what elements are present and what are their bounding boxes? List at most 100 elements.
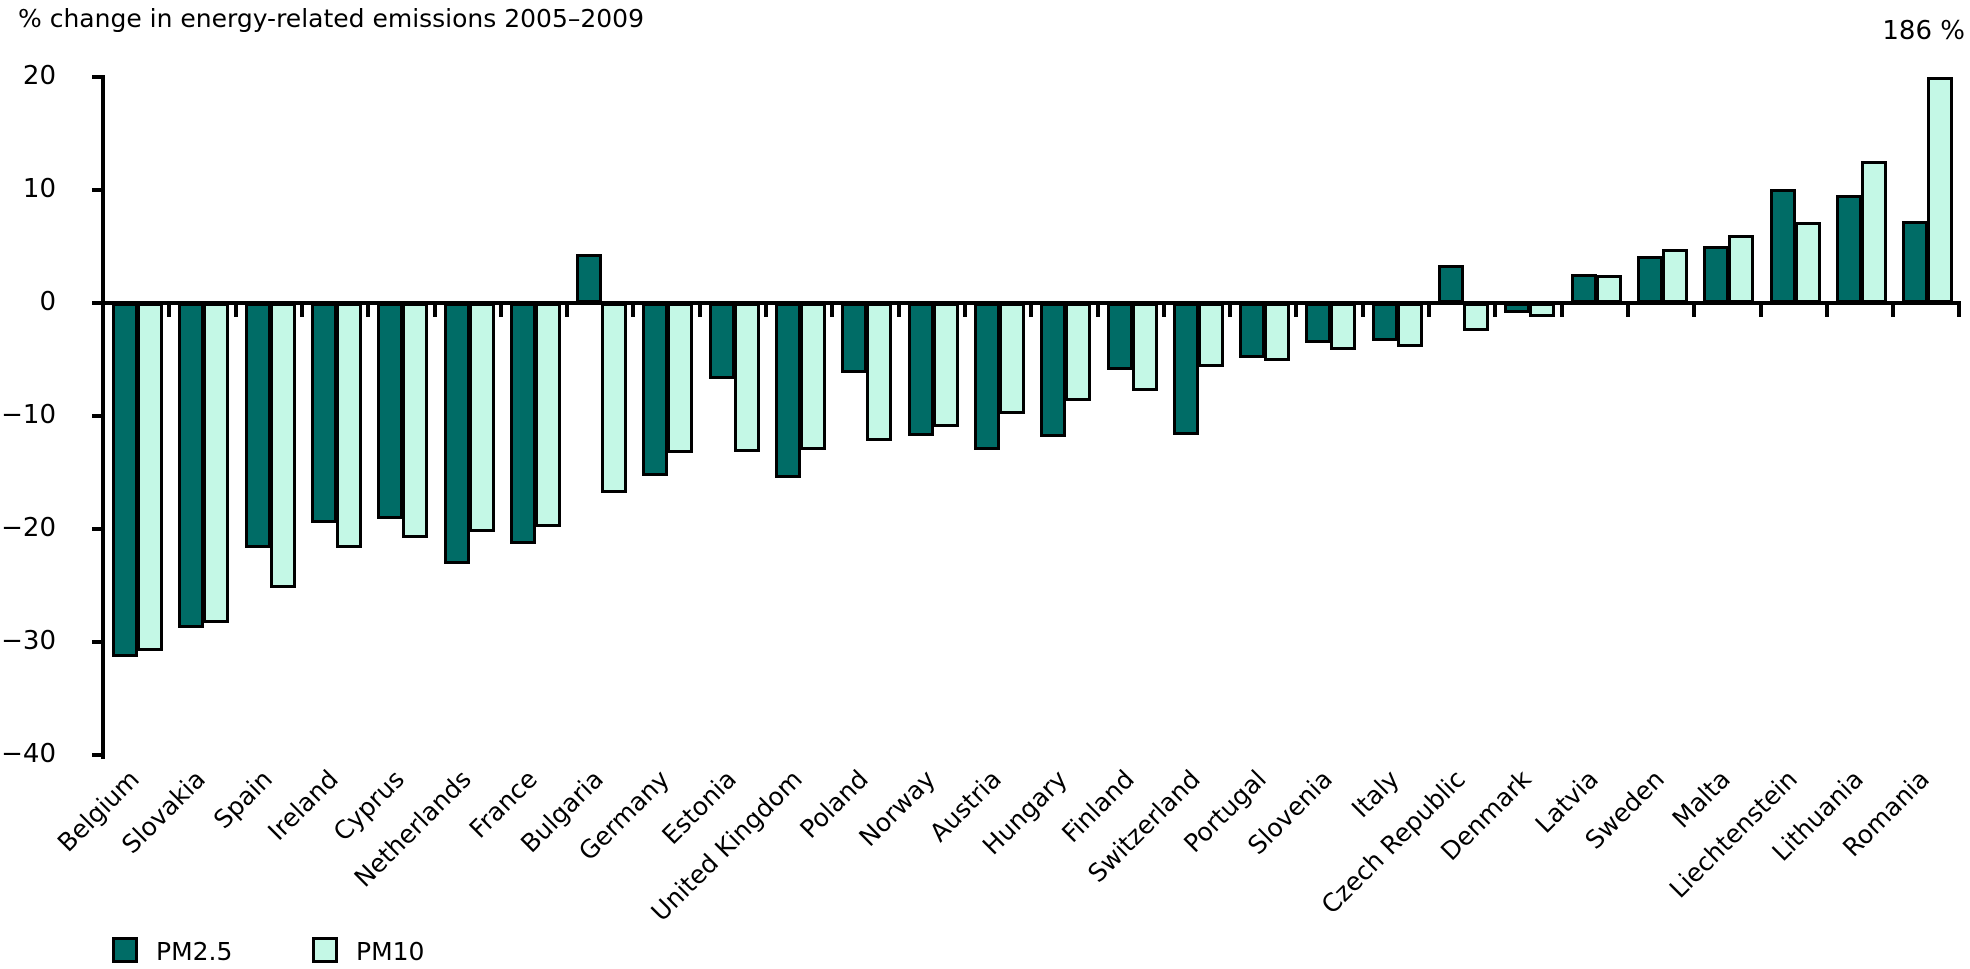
bar-pm10-netherlands: [468, 303, 495, 532]
bar-pm2-5-estonia: [708, 303, 735, 379]
category-tick: [1758, 303, 1763, 317]
category-tick: [1957, 303, 1962, 317]
category-tick: [631, 303, 636, 317]
category-tick: [1095, 303, 1100, 317]
category-tick: [432, 303, 437, 317]
bar-pm10-denmark: [1529, 303, 1556, 317]
category-tick: [896, 303, 901, 317]
bar-pm10-norway: [932, 303, 959, 427]
bar-pm10-malta: [1728, 235, 1755, 303]
y-tick-label: −20: [1, 513, 56, 543]
bar-pm2-5-hungary: [1040, 303, 1067, 437]
category-tick: [366, 303, 371, 317]
bar-pm10-liechtenstein: [1794, 222, 1821, 303]
y-tick-label: 10: [22, 174, 56, 204]
category-tick: [1360, 303, 1365, 317]
bar-pm10-france: [534, 303, 561, 527]
bar-pm10-united-kingdom: [800, 303, 826, 450]
bar-pm10-czech-republic: [1463, 303, 1489, 331]
y-tick-label: −30: [1, 626, 56, 656]
category-tick: [764, 303, 768, 317]
bar-pm10-sweden: [1661, 249, 1688, 303]
bar-pm2-5-sweden: [1636, 256, 1663, 303]
y-axis-tick: [92, 753, 103, 757]
bar-pm10-estonia: [733, 303, 760, 452]
category-tick: [1824, 303, 1829, 317]
bar-pm10-latvia: [1595, 275, 1622, 303]
y-axis-tick: [92, 414, 103, 418]
bar-pm2-5-liechtenstein: [1769, 189, 1796, 303]
category-tick: [498, 303, 503, 317]
category-tick: [1493, 303, 1498, 317]
category-tick: [1559, 303, 1564, 317]
legend: PM2.5 PM10: [0, 930, 600, 969]
bar-pm2-5-spain: [244, 303, 271, 548]
category-tick: [565, 303, 570, 317]
bar-pm2-5-portugal: [1239, 303, 1266, 358]
y-axis-tick: [92, 640, 103, 644]
bar-pm2-5-ireland: [310, 303, 337, 523]
bar-pm2-5-france: [509, 303, 536, 544]
bar-pm10-romania: [1927, 77, 1954, 303]
bar-pm10-poland: [866, 303, 893, 441]
clipped-bar-value-annotation: 186 %: [1882, 16, 1965, 46]
y-tick-label: 20: [22, 61, 56, 91]
legend-label-pm10: PM10: [356, 937, 425, 966]
bar-pm10-austria: [998, 303, 1025, 414]
y-tick-label: −40: [1, 739, 56, 769]
bar-pm2-5-germany: [642, 303, 669, 476]
bar-pm2-5-belgium: [112, 303, 138, 657]
category-tick: [830, 303, 835, 317]
bar-pm2-5-latvia: [1570, 274, 1597, 303]
bar-pm10-spain: [269, 303, 296, 588]
category-tick: [1625, 303, 1630, 317]
category-tick: [962, 303, 967, 317]
y-axis-tick: [92, 527, 103, 531]
bar-pm2-5-slovakia: [178, 303, 205, 628]
legend-swatch-pm25: [112, 937, 138, 963]
bar-pm10-germany: [667, 303, 694, 453]
bar-pm10-slovenia: [1330, 303, 1357, 350]
category-tick: [1692, 303, 1697, 317]
bar-pm10-italy: [1396, 303, 1423, 347]
legend-label-pm25: PM2.5: [156, 937, 233, 966]
legend-swatch-pm10: [312, 937, 338, 963]
y-tick-label: 0: [39, 287, 56, 317]
bar-pm10-hungary: [1065, 303, 1092, 401]
bar-pm2-5-switzerland: [1172, 303, 1199, 435]
category-tick: [1427, 303, 1431, 317]
y-tick-label: −10: [1, 400, 56, 430]
x-axis-zero-line: [101, 301, 1962, 305]
bar-pm2-5-norway: [907, 303, 934, 436]
bar-pm10-lithuania: [1860, 161, 1887, 303]
bar-pm10-cyprus: [402, 303, 429, 538]
bar-pm2-5-netherlands: [443, 303, 470, 564]
bar-pm2-5-italy: [1371, 303, 1398, 341]
bar-pm2-5-cyprus: [377, 303, 404, 519]
category-tick: [233, 303, 238, 317]
bar-pm10-portugal: [1264, 303, 1291, 361]
category-tick: [1891, 303, 1896, 317]
bar-pm10-switzerland: [1197, 303, 1224, 367]
bar-pm2-5-romania: [1902, 221, 1929, 303]
chart-title: % change in energy-related emissions 200…: [18, 4, 644, 33]
bar-pm10-slovakia: [203, 303, 230, 623]
bar-pm10-bulgaria: [601, 303, 628, 493]
bar-pm2-5-finland: [1106, 303, 1133, 370]
bar-pm2-5-united-kingdom: [775, 303, 801, 478]
category-tick: [1228, 303, 1233, 317]
y-axis-tick: [92, 301, 103, 305]
category-tick: [1161, 303, 1166, 317]
bar-pm2-5-malta: [1703, 246, 1730, 303]
bar-pm2-5-lithuania: [1835, 195, 1862, 303]
bar-pm10-ireland: [335, 303, 362, 548]
category-tick: [299, 303, 304, 317]
bar-pm10-belgium: [137, 303, 163, 651]
y-axis-line: [101, 75, 105, 759]
bar-pm2-5-poland: [841, 303, 868, 373]
bar-pm2-5-austria: [973, 303, 1000, 450]
bar-pm2-5-slovenia: [1305, 303, 1332, 343]
y-axis-tick: [92, 75, 103, 79]
bar-pm2-5-bulgaria: [576, 254, 603, 303]
